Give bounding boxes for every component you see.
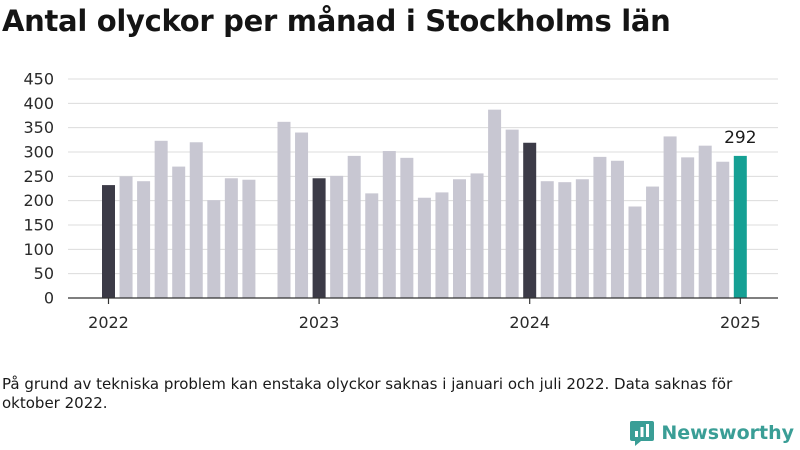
bar-2025-01 — [733, 155, 747, 298]
x-axis-tick-labels: 2022 2023 2024 2025 — [88, 298, 761, 332]
bar-2023-05 — [382, 151, 396, 298]
bar-2023-01 — [312, 178, 326, 298]
bars — [102, 109, 747, 299]
bar-2024-10 — [681, 157, 695, 298]
bar-2022-07 — [207, 200, 221, 298]
bar-2024-05 — [593, 156, 607, 298]
bar-2024-07 — [628, 206, 642, 298]
y-tick-label: 250 — [23, 167, 54, 186]
bar-2024-09 — [663, 136, 677, 298]
bar-2022-12 — [295, 132, 309, 298]
bar-2023-07 — [417, 197, 431, 298]
y-tick-label: 150 — [23, 216, 54, 235]
bar-2024-02 — [540, 181, 554, 298]
bar-2022-05 — [172, 166, 186, 298]
bar-2022-09 — [242, 179, 256, 298]
bar-2023-11 — [488, 109, 502, 298]
bar-2024-08 — [646, 186, 660, 298]
x-tick-label: 2024 — [509, 313, 550, 332]
y-tick-label: 350 — [23, 118, 54, 137]
y-tick-label: 50 — [34, 264, 54, 283]
bar-2023-04 — [365, 193, 379, 298]
bar-2022-01 — [102, 185, 115, 298]
bar-2023-06 — [400, 157, 414, 298]
bar-2023-12 — [505, 129, 519, 298]
newsworthy-logo-icon — [630, 421, 655, 446]
bar-2022-06 — [189, 142, 203, 298]
y-tick-label: 0 — [44, 289, 54, 308]
footnote: På grund av tekniska problem kan enstaka… — [2, 375, 733, 412]
bar-chart: 0 50 100 150 200 250 300 350 400 450 2022 2023 2024… — [23, 70, 778, 332]
bar-2023-02 — [330, 175, 344, 298]
y-tick-label: 400 — [23, 94, 54, 113]
y-axis-tick-labels: 0 50 100 150 200 250 300 350 400 450 — [23, 70, 54, 308]
annotations: 292 — [724, 128, 756, 148]
brand-logo[interactable]: Newsworthy — [629, 419, 794, 447]
bar-2022-04 — [154, 140, 168, 298]
y-tick-label: 200 — [23, 191, 54, 210]
x-tick-label: 2025 — [720, 313, 761, 332]
bar-2022-11 — [277, 121, 291, 299]
bar-2022-03 — [137, 181, 151, 298]
bar-2023-03 — [347, 155, 361, 298]
bar-2024-03 — [558, 182, 572, 298]
chart-title: Antal olyckor per månad i Stockholms län — [2, 4, 671, 38]
last-value-label: 292 — [724, 128, 756, 148]
bar-2023-08 — [435, 192, 449, 298]
bar-2024-06 — [610, 160, 624, 298]
bar-2023-10 — [470, 173, 484, 298]
bar-2022-02 — [119, 176, 133, 298]
bar-2024-01 — [523, 142, 537, 298]
bar-2022-08 — [224, 178, 238, 298]
brand-name: Newsworthy — [661, 422, 794, 444]
y-tick-label: 300 — [23, 143, 54, 162]
bar-2024-04 — [575, 179, 589, 298]
bar-2024-11 — [698, 145, 712, 298]
y-tick-label: 450 — [23, 70, 54, 89]
y-tick-label: 100 — [23, 240, 54, 259]
bar-2023-09 — [453, 179, 466, 298]
x-tick-label: 2022 — [88, 313, 129, 332]
bar-2024-12 — [716, 161, 730, 298]
x-tick-label: 2023 — [299, 313, 340, 332]
